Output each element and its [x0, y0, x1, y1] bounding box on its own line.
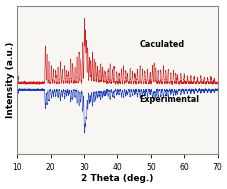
- Y-axis label: Intensity (a.u.): Intensity (a.u.): [5, 41, 15, 118]
- X-axis label: 2 Theta (deg.): 2 Theta (deg.): [81, 174, 153, 184]
- Text: Experimental: Experimental: [139, 95, 199, 104]
- Text: Caculated: Caculated: [139, 40, 184, 49]
